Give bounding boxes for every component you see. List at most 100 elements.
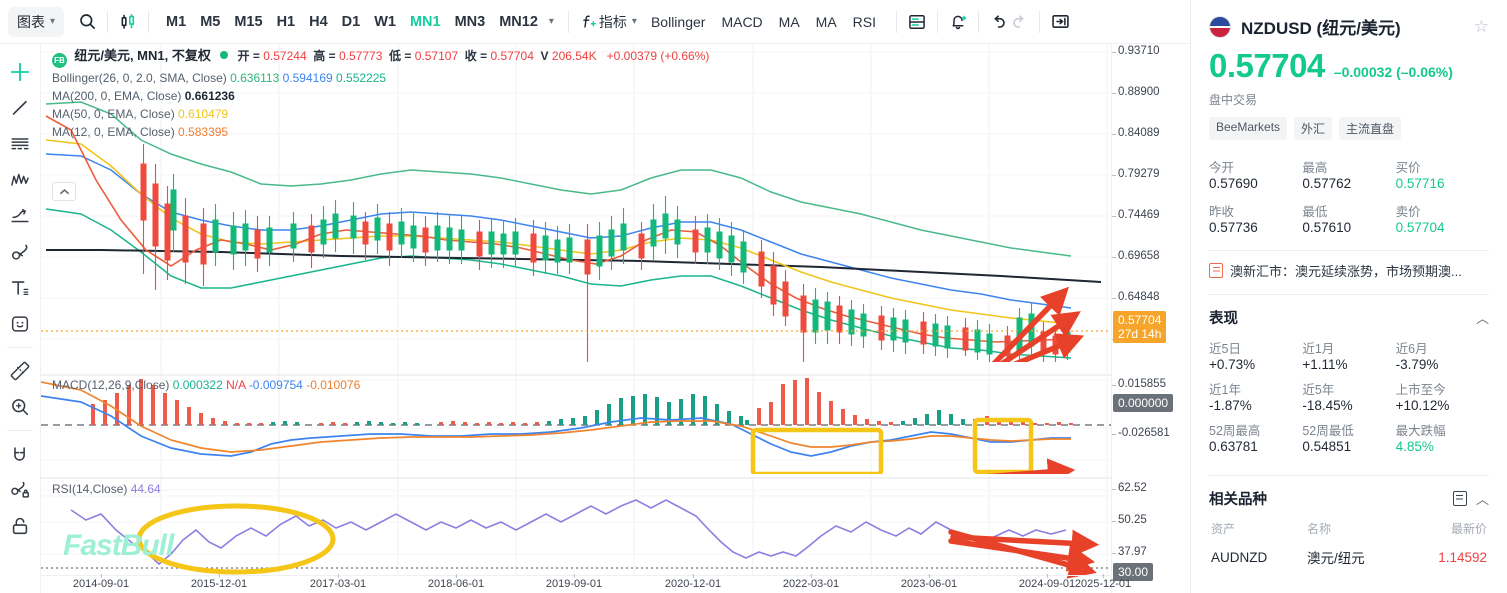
drawing-tools-rail [0,44,41,593]
rsi-highlight-ellipse [136,503,336,575]
related-header-icons: ︿ [1452,489,1489,508]
measure-ruler-icon[interactable] [3,353,37,389]
timeframe-h1[interactable]: H1 [276,13,296,30]
zoom-in-icon[interactable] [3,389,37,425]
date-tick-7: 2023-06-01 [900,574,958,590]
indicators-menu-label[interactable]: 指标 [598,13,627,30]
indicator-bollinger[interactable]: Bollinger [650,13,706,30]
star-outline-icon[interactable]: ☆ [1473,16,1489,36]
date-axis[interactable]: 2014-09-01 2015-12-01 2017-03-01 2018-06… [41,574,1131,593]
quote-label-ask: 卖价 [1395,205,1421,219]
horizontal-lines-icon[interactable] [3,126,37,162]
timeframe-h4[interactable]: H4 [309,13,328,30]
trend-line-icon[interactable] [3,90,37,126]
price-tick-3: 0.79279 [1112,168,1160,180]
timeframe-mn12[interactable]: MN12 [499,13,538,30]
indicator-ma-1[interactable]: MA [778,13,800,30]
timeframe-m5[interactable]: M5 [200,13,221,30]
list-view-icon[interactable] [1452,491,1467,506]
layout-icon[interactable] [907,12,927,32]
candlestick-icon[interactable] [118,12,138,32]
perf-value-inception: +10.12% [1395,398,1450,413]
timeframe-m15[interactable]: M15 [234,13,263,30]
timeframe-d1[interactable]: D1 [341,13,361,30]
perf-value-5y: -18.45% [1302,398,1353,413]
last-price: 0.57704 [1209,47,1325,84]
quote-label-bid: 买价 [1395,161,1421,175]
news-article-icon [1209,263,1223,278]
rsi-oversold-marker: 30.00 [1113,563,1154,581]
magnet-icon[interactable] [3,436,37,472]
perf-label-inception: 上市至今 [1395,383,1446,397]
table-row[interactable]: AUDNZD 澳元/纽元 1.14592 [1211,545,1487,567]
timeframe-m1[interactable]: M1 [166,13,187,30]
quote-value-ask: 0.57704 [1395,220,1445,235]
price-tick-0: 0.93710 [1112,45,1160,57]
tag-asset-class[interactable]: 外汇 [1294,117,1333,140]
chart-menu-button[interactable]: 图表 ▾ [8,6,65,37]
perf-value-52w-high: 0.63781 [1209,439,1258,454]
brush-icon[interactable] [3,234,37,270]
indicator-macd[interactable]: MACD [721,13,763,30]
timeframe-more-chevron-down-icon[interactable]: ▾ [548,16,554,27]
brush-lock-icon[interactable] [3,472,37,508]
rsi-pane [41,495,1111,575]
col-name: 名称 [1306,522,1331,536]
tag-category[interactable]: 主流直盘 [1339,117,1402,140]
redo-icon[interactable] [1009,12,1029,32]
toolbar-divider [896,10,898,33]
row-asset: AUDNZD [1211,549,1268,565]
indicator-rsi[interactable]: RSI [852,13,877,30]
timeframe-mn3[interactable]: MN3 [454,13,486,30]
price-axis[interactable]: 0.93710 0.88900 0.84089 0.79279 0.74469 … [1111,44,1190,593]
chevron-up-icon[interactable]: ︿ [1475,492,1489,507]
timeframe-w1[interactable]: W1 [374,13,396,30]
arrow-annotation-icon[interactable] [3,198,37,234]
related-instruments-table: 资产 名称 最新价 AUDNZD 澳元/纽元 1.14592 [1209,518,1489,569]
instrument-header: NZDUSD (纽元/美元) ☆ [1209,0,1489,39]
bar-countdown: 27d 14h [1118,327,1162,341]
perf-value-1m: +1.11% [1302,357,1348,372]
toolbar-divider [978,10,980,33]
undo-icon[interactable] [989,12,1009,32]
news-headline[interactable]: 澳新汇市：澳元延续涨势，市场预期澳... [1209,261,1489,280]
alert-bell-icon[interactable] [948,12,968,32]
performance-title: 表现 [1209,311,1238,327]
elliott-wave-icon[interactable] [3,162,37,198]
toolbar-divider [148,10,150,33]
text-tool-icon[interactable] [3,270,37,306]
nzdusd-flag-icon [1209,15,1231,38]
toolbar-divider [107,10,109,33]
performance-grid: 近5日 +0.73% 近1月 +1.11% 近6月 -3.79% 近1年 -1.… [1209,338,1489,461]
indicators-chevron-down-icon[interactable]: ▾ [631,16,637,27]
tag-broker[interactable]: BeeMarkets [1209,117,1288,140]
perf-value-5d: +0.73% [1209,357,1256,372]
perf-value-52w-low: 0.54851 [1302,439,1352,454]
indicator-ma-2[interactable]: MA [815,13,837,30]
lock-icon[interactable] [3,508,37,544]
collapse-legend-button[interactable] [52,182,76,201]
timeframe-mn1[interactable]: MN1 [409,13,441,30]
toolbar-divider [1039,10,1041,33]
chart-area: 图表 ▾ M1 M5 M15 H1 H4 D1 W1 MN1 [0,6,1190,593]
instrument-info-panel: NZDUSD (纽元/美元) ☆ 0.57704 –0.00032 (–0.06… [1190,0,1507,593]
chevron-up-icon[interactable]: ︿ [1475,311,1489,326]
chart-canvas[interactable]: FastBull FB 纽元/美元, MN1, 不复权 开 = 0.57244 … [41,44,1190,593]
crosshair-icon[interactable] [3,54,37,90]
collapse-panel-icon[interactable] [1050,11,1071,32]
related-title: 相关品种 [1209,492,1267,508]
chart-menu-label: 图表 [17,13,45,30]
chevron-down-icon: ▾ [50,16,56,27]
perf-value-max-drawdown: 4.85% [1395,439,1434,454]
function-fx-icon[interactable] [579,13,597,31]
date-tick-0: 2014-09-01 [72,574,130,590]
quote-value-bid: 0.57716 [1395,176,1445,191]
perf-label-52w-high: 52周最高 [1209,424,1261,438]
perf-label-52w-low: 52周最低 [1302,424,1354,438]
macd-tick-1: -0.026581 [1112,427,1170,439]
search-icon[interactable] [78,12,97,31]
divider [1209,250,1489,251]
rail-divider [7,430,33,431]
emoji-icon[interactable] [3,306,37,342]
